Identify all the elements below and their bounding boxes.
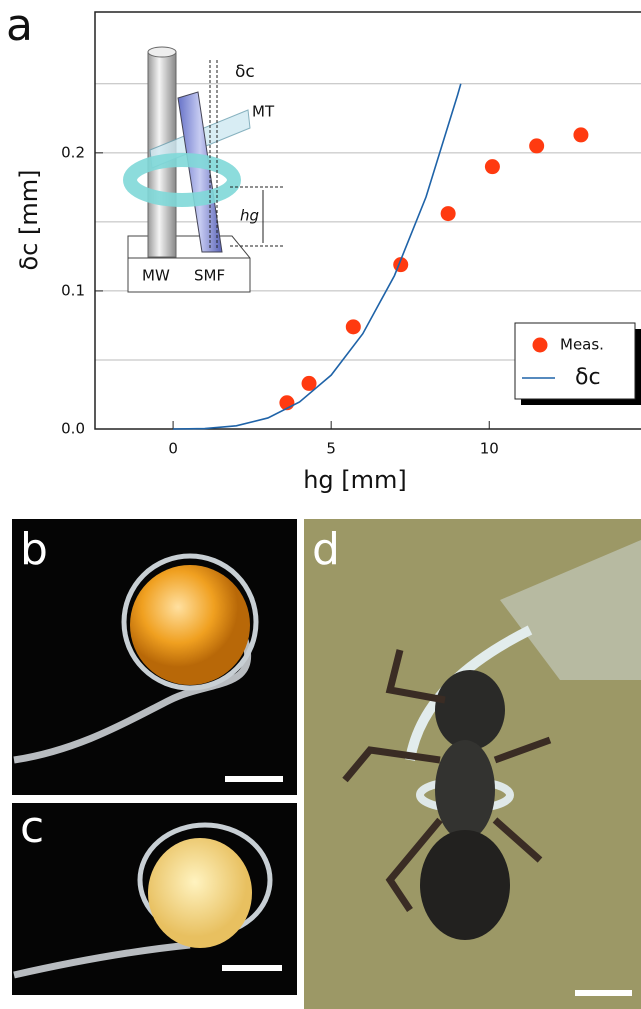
- point: [485, 159, 500, 174]
- legend: Meas. δc: [515, 323, 641, 405]
- panel-label: a: [6, 0, 33, 51]
- legend-label: Meas.: [560, 336, 604, 354]
- y-tick-label: 0.2: [61, 143, 85, 161]
- point: [529, 138, 544, 153]
- chart: 0.0 0.1 0.2 0 5 10 hg [mm] δc [mm] Meas. δc: [15, 12, 641, 494]
- photo-b: b: [12, 519, 297, 795]
- x-tick-label: 0: [168, 440, 178, 458]
- y-tick-label: 0.0: [61, 420, 85, 438]
- x-axis-label: hg [mm]: [303, 466, 407, 494]
- ring: [130, 160, 234, 200]
- inset-label: MW: [142, 267, 170, 285]
- y-tick-label: 0.1: [61, 281, 85, 299]
- panel-label: b: [20, 524, 48, 575]
- inset-label: δc: [235, 62, 255, 82]
- inset-label: MT: [252, 103, 275, 121]
- point: [441, 206, 456, 221]
- panel-label: c: [20, 802, 44, 853]
- x-tick-label: 10: [480, 440, 499, 458]
- wire-top: [148, 47, 176, 57]
- figure: 0.0 0.1 0.2 0 5 10 hg [mm] δc [mm] Meas. δc δc MT…: [0, 0, 641, 1009]
- panel-label: d: [312, 524, 340, 575]
- legend-marker: [533, 338, 548, 353]
- legend-label: δc: [575, 365, 601, 390]
- point: [346, 319, 361, 334]
- inset-label: hg: [240, 207, 259, 225]
- x-tick-label: 5: [326, 440, 336, 458]
- inset-label: SMF: [194, 267, 225, 285]
- photo-d: d: [304, 519, 641, 1009]
- photo-c: c: [12, 802, 297, 995]
- y-axis-label: δc [mm]: [15, 170, 43, 271]
- point: [573, 127, 588, 142]
